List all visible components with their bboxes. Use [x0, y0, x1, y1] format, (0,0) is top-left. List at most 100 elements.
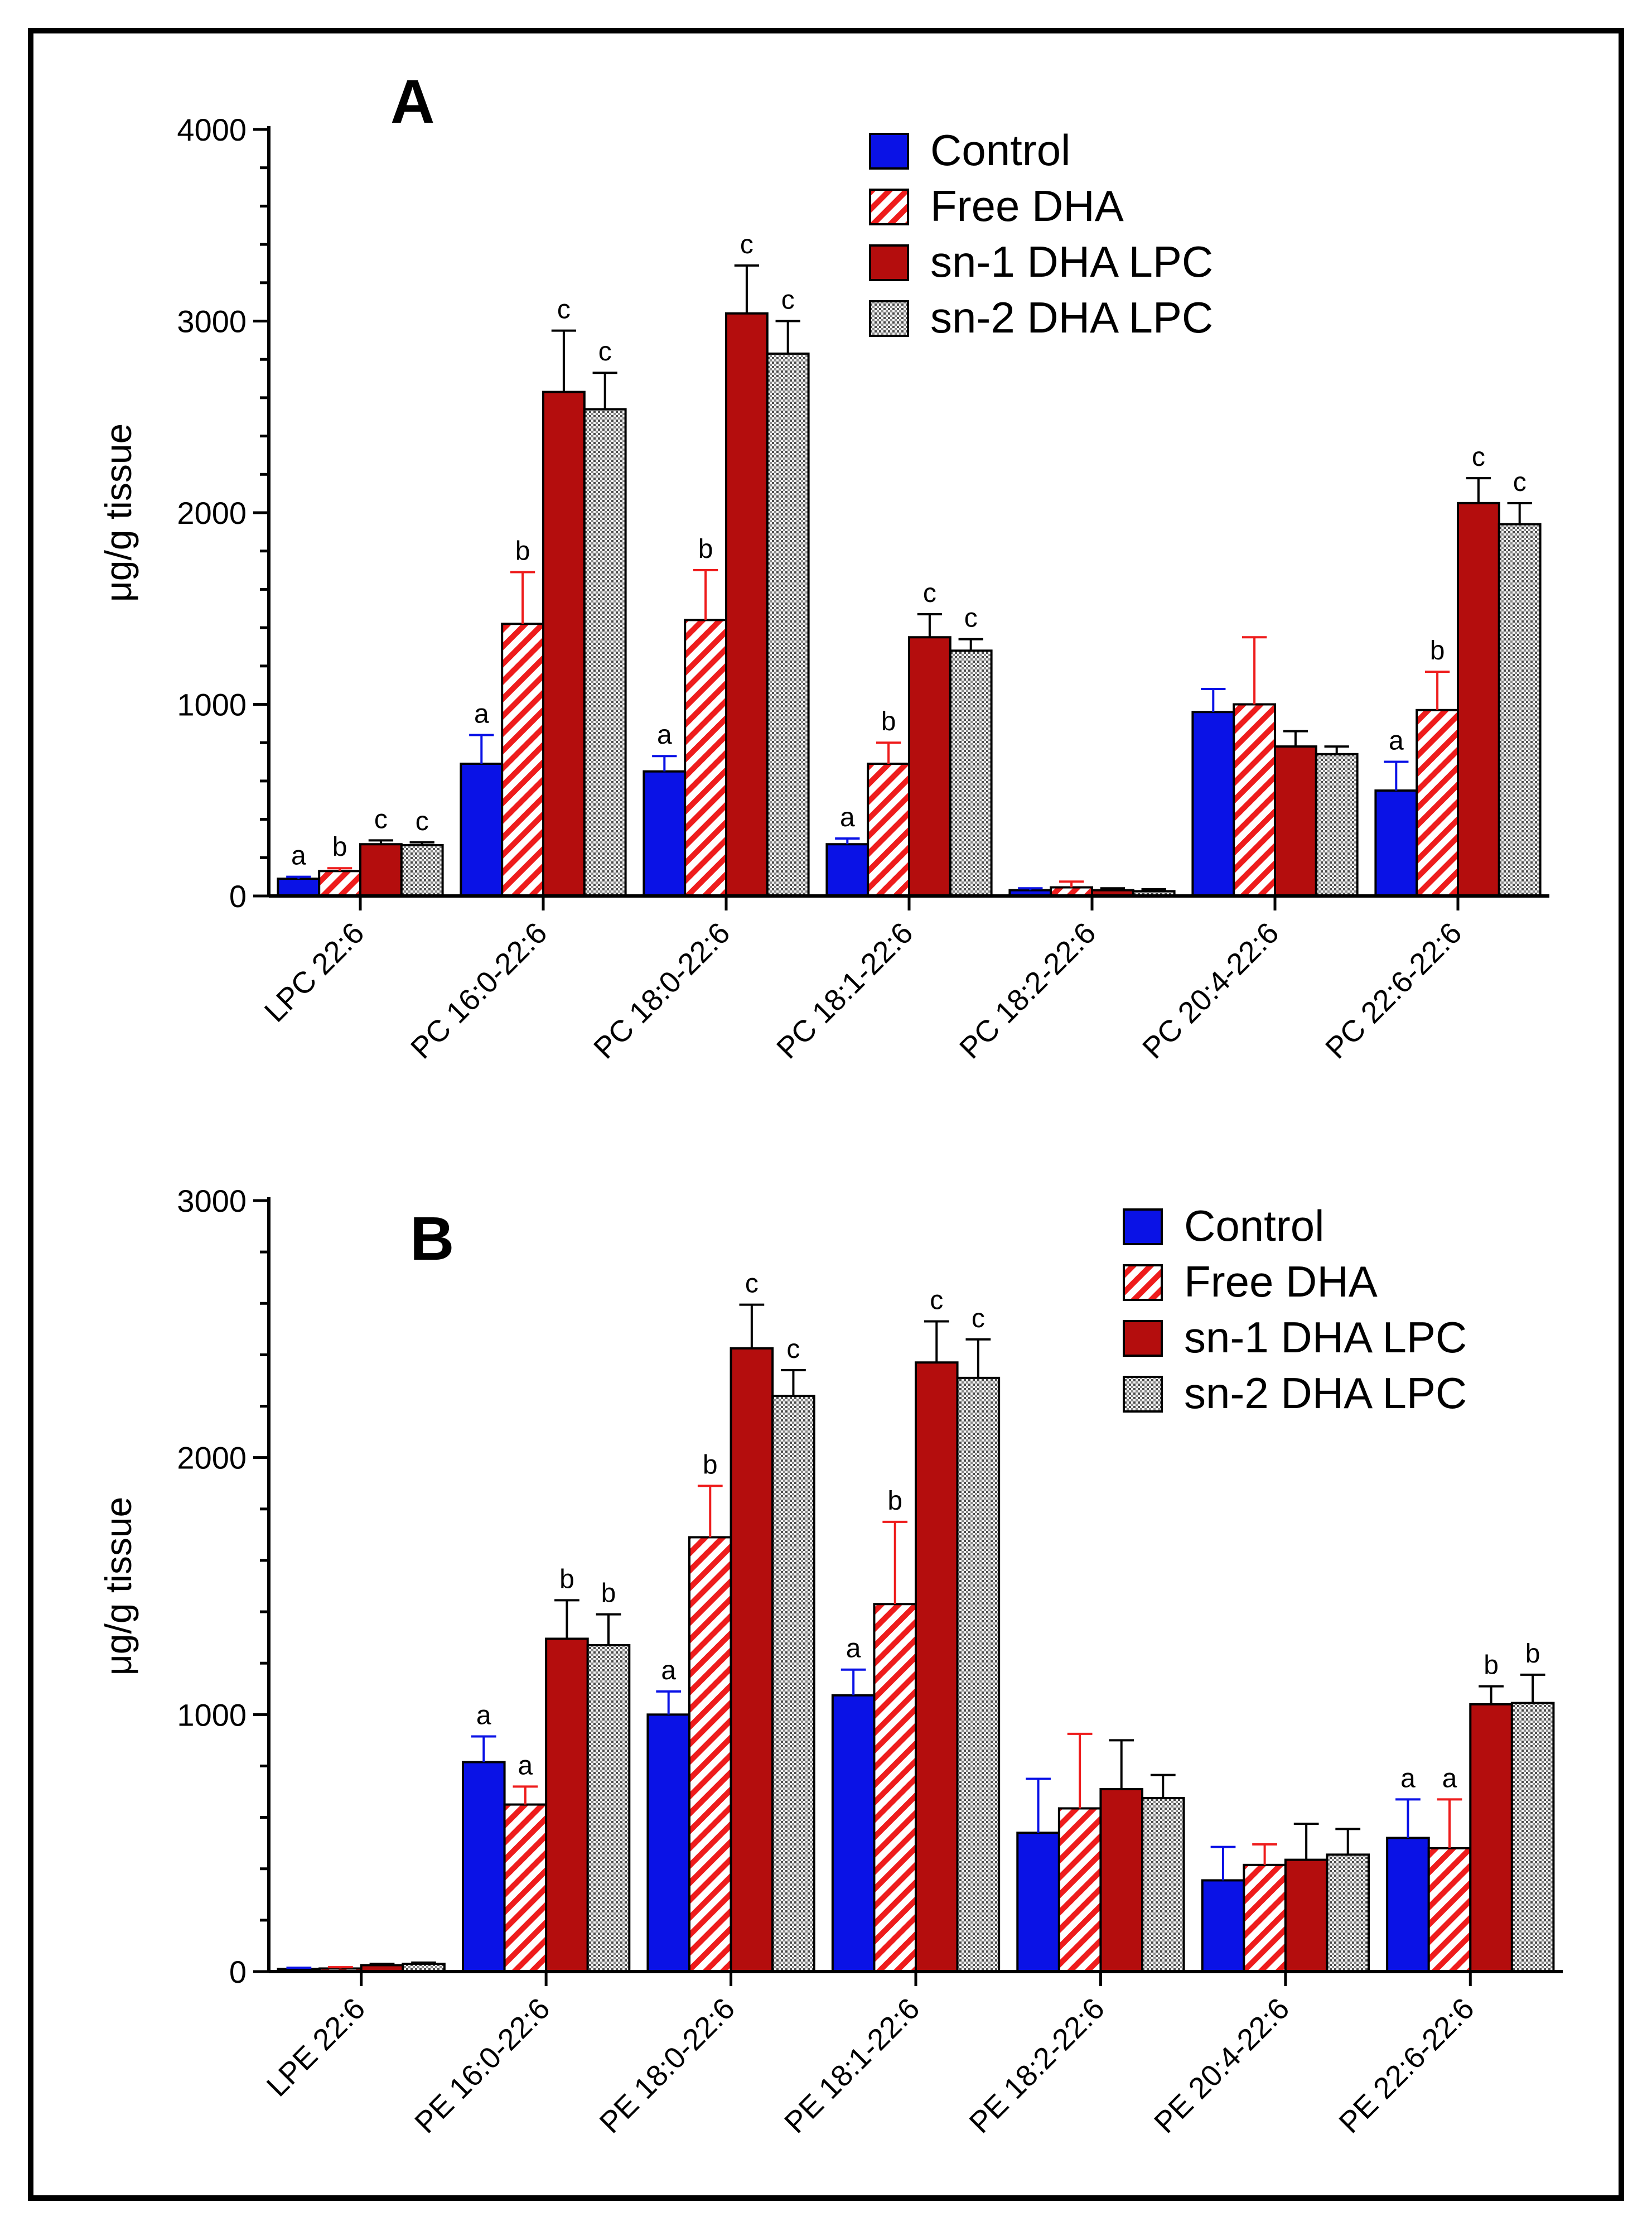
panel-b-error-bar: [1210, 1845, 1236, 1881]
panel-b-bar: [1016, 1832, 1060, 1973]
panel-b-significance-label: a: [476, 1700, 491, 1730]
panel-a-error-bar: [1100, 887, 1126, 890]
panel-b-significance-label: a: [846, 1634, 861, 1664]
panel-a-error-bar: [1201, 688, 1226, 712]
panel-a-bar: [1315, 753, 1359, 898]
panel-a-significance-label: a: [1389, 726, 1404, 756]
panel-b-error-bar: [841, 1668, 866, 1695]
panel-b-significance-label: a: [518, 1751, 533, 1780]
panel-a-significance-label: b: [698, 534, 713, 564]
panel-b-significance-label: b: [559, 1564, 574, 1594]
panel-b-error-bar: [1252, 1843, 1277, 1865]
panel-b-significance-label: c: [745, 1269, 759, 1299]
panel-a-error-bar: [1324, 745, 1349, 754]
panel-b-error-bar: [554, 1599, 579, 1639]
panel-a-bar: [825, 843, 870, 898]
panel-b-bar: [1201, 1879, 1245, 1973]
panel-b-bar: [1427, 1847, 1472, 1973]
panel-b-error-bar: [369, 1963, 395, 1965]
panel-a-bar: [725, 312, 769, 897]
panel-a-bar: [1457, 502, 1500, 897]
panel-a-bar: [1498, 523, 1542, 897]
panel-b-significance-label: c: [930, 1286, 943, 1316]
panel-a-error-bar: [469, 734, 494, 764]
panel-a-significance-label: b: [1430, 636, 1445, 666]
panel-a-category-label: PC 18:0-22:6: [587, 916, 736, 1065]
panel-a-significance-label: c: [923, 579, 936, 608]
panel-b-category-label: LPE 22:6: [260, 1992, 372, 2103]
panel-a-error-bar: [652, 755, 677, 772]
panel-a-y-tick-label: 1000: [177, 687, 247, 722]
panel-a-y-tick-label: 3000: [177, 304, 247, 339]
panel-b-bar: [646, 1713, 691, 1973]
panel-b-bar: [831, 1694, 876, 1973]
panel-a-bar: [400, 844, 444, 898]
panel-a-bar: [1374, 789, 1418, 897]
panel-b-bar: [1243, 1863, 1287, 1973]
panel-b-bar: [688, 1536, 732, 1973]
panel-b-significance-label: b: [1525, 1639, 1540, 1669]
panel-a-category-label: LPC 22:6: [258, 916, 371, 1029]
panel-b-bar: [503, 1803, 548, 1973]
panel-a-error-bar: [835, 837, 860, 845]
panel-b-legend-label: Free DHA: [1184, 1257, 1378, 1306]
panel-b-significance-label: c: [786, 1334, 800, 1364]
panel-b-bar: [873, 1603, 917, 1973]
panel-b-error-bar: [1150, 1774, 1176, 1799]
panel-b-error-bar: [781, 1369, 806, 1396]
panel-a-bar: [501, 623, 545, 897]
panel-a-legend: Control Free DHA sn-1 DHA LPC sn-2 DHA LPC: [869, 126, 1213, 342]
panel-b-letter: B: [410, 1204, 454, 1273]
panel-b-error-bar: [697, 1485, 723, 1538]
panel-a-category-label: PC 18:1-22:6: [770, 916, 919, 1065]
panel-a-error-bar: [1466, 477, 1491, 503]
panel-a-bar: [949, 649, 993, 897]
panel-a-error-bar: [876, 741, 901, 764]
panel-a-bar: [318, 870, 362, 897]
panel-b-significance-label: b: [1484, 1651, 1499, 1680]
panel-a-significance-label: c: [374, 804, 388, 834]
panel-a-bar: [766, 352, 810, 897]
panel-a-significance-label: a: [840, 803, 855, 832]
panel-b-error-bar: [471, 1735, 496, 1762]
panel-a-error-bar: [551, 329, 577, 392]
panel-b-significance-label: b: [703, 1450, 718, 1480]
panel-a-bar: [542, 391, 586, 897]
panel-b-bar: [1057, 1807, 1102, 1973]
panel-b-bar: [586, 1644, 631, 1973]
panel-a-significance-label: c: [740, 230, 753, 259]
panel-b-error-bar: [739, 1303, 765, 1348]
panel-a-bar: [583, 408, 627, 897]
panel-b-significance-label: c: [972, 1304, 985, 1333]
panel-a-y-axis-label: μg/g tissue: [98, 423, 139, 603]
panel-a-legend-label: Free DHA: [930, 181, 1124, 230]
panel-a-error-bar: [1059, 880, 1084, 888]
panel-b-error-bar: [1067, 1732, 1093, 1809]
panel-b-error-bar: [596, 1613, 621, 1645]
panel-b-bar: [462, 1761, 506, 1973]
panel-a-error-bar: [1242, 636, 1267, 705]
panel-b-category-label: PE 20:4-22:6: [1148, 1992, 1296, 2140]
panel-a-bar: [1191, 711, 1235, 897]
panel-b-bar: [956, 1376, 1001, 1973]
panel-a-category-label: PC 18:2-22:6: [953, 916, 1102, 1065]
panel-b-error-bar: [513, 1785, 538, 1805]
panel-b-category-label: PE 18:2-22:6: [963, 1992, 1111, 2140]
panel-b-significance-label: b: [601, 1579, 616, 1608]
panel-b-bar: [915, 1361, 959, 1973]
panel-b-y-tick-label: 1000: [177, 1697, 247, 1732]
panel-a-category-label: PC 16:0-22:6: [404, 916, 553, 1065]
panel-b-error-bar: [1335, 1828, 1361, 1855]
panel-b-error-bar: [411, 1961, 436, 1964]
panel-a-bar: [460, 762, 504, 897]
panel-a-significance-label: a: [474, 699, 489, 729]
panel-a-bar: [908, 636, 951, 898]
panel-a-significance-label: b: [515, 536, 530, 566]
panel-b-bar: [1510, 1702, 1555, 1973]
panel-b-error-bar: [1520, 1673, 1545, 1703]
panel-a-significance-label: c: [557, 295, 571, 325]
panel-b-category-label: PE 18:1-22:6: [778, 1992, 926, 2140]
panel-a-error-bar: [409, 841, 434, 845]
panel-b-category-label: PE 16:0-22:6: [408, 1992, 556, 2140]
panel-b-bar: [1386, 1837, 1430, 1973]
